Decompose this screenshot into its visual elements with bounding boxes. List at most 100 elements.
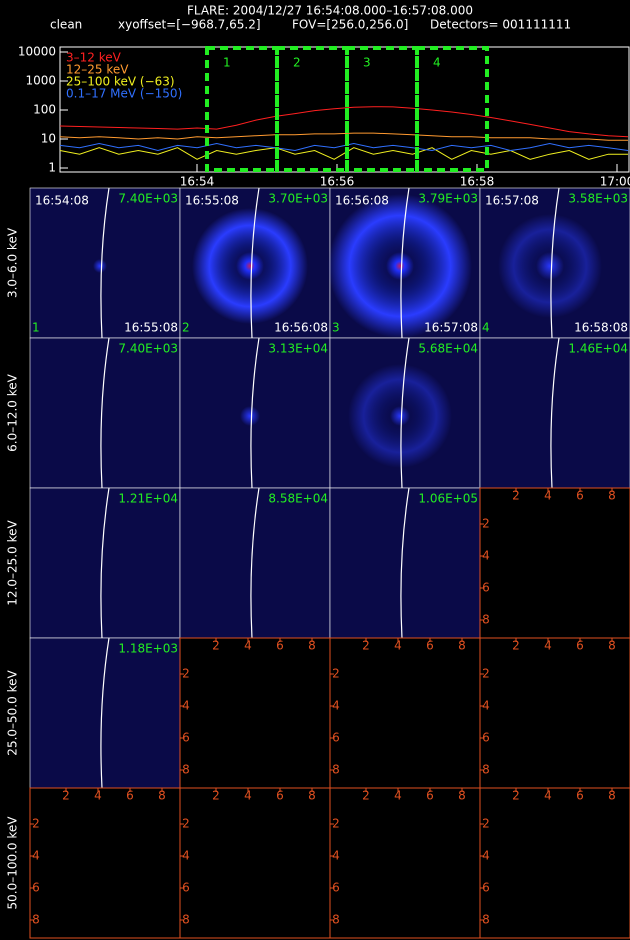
header-title: FLARE: 2004/12/27 16:54:08.000–16:57:08.…	[187, 4, 473, 18]
peak-value: 7.40E+03	[118, 342, 178, 356]
interval-box	[415, 46, 489, 172]
x-tick-label: 16:58	[460, 175, 495, 189]
panel-tick-label: 2	[32, 817, 40, 831]
panel-tick-label: 8	[158, 789, 166, 803]
mode: clean	[50, 18, 82, 32]
panel-tick-label: 6	[426, 789, 434, 803]
panel-tick-label: 6	[482, 881, 490, 895]
x-tick-label: 17:00	[600, 175, 630, 189]
image-panel	[29, 637, 181, 789]
limb	[100, 637, 110, 789]
panel-tick-label: 4	[332, 849, 340, 863]
empty-panel	[179, 787, 331, 939]
panel-tick-label: 4	[482, 549, 490, 563]
source	[236, 252, 264, 280]
start-time: 16:55:08	[185, 194, 239, 208]
panel-tick-label: 2	[482, 517, 490, 531]
panel-tick-label: 4	[394, 639, 402, 653]
panel-index: 4	[482, 321, 490, 335]
interval-label: 4	[433, 56, 441, 70]
panel-tick-label: 6	[182, 731, 190, 745]
panel-tick-label: 8	[608, 789, 616, 803]
panel-tick-label: 8	[608, 489, 616, 503]
y-tick-label: 1000	[25, 74, 56, 88]
panel-tick-label: 4	[544, 639, 552, 653]
peak-value: 1.46E+04	[568, 342, 628, 356]
panel-tick-label: 6	[276, 639, 284, 653]
peak-value: 3.13E+04	[268, 342, 328, 356]
panel-tick-label: 2	[332, 817, 340, 831]
limb	[100, 337, 110, 489]
legend-entry: 3–12 keV	[66, 51, 122, 65]
start-time: 16:57:08	[485, 194, 539, 208]
light-curve	[59, 147, 628, 160]
empty-panel	[179, 637, 331, 789]
panel-tick-label: 4	[94, 789, 102, 803]
empty-panel	[479, 637, 630, 789]
limb	[250, 337, 260, 489]
empty-panel	[29, 787, 181, 939]
limb	[100, 487, 110, 639]
panel-tick-label: 8	[482, 913, 490, 927]
image-panel	[329, 487, 481, 639]
panel-tick-label: 8	[182, 913, 190, 927]
panel-tick-label: 2	[212, 639, 220, 653]
empty-panel	[479, 487, 630, 639]
panel-tick-label: 4	[482, 699, 490, 713]
panel-tick-label: 2	[512, 639, 520, 653]
panel-index: 2	[182, 321, 190, 335]
source	[240, 406, 260, 426]
limb	[400, 487, 410, 639]
source	[390, 406, 410, 426]
y-tick-label: 1	[48, 161, 56, 175]
panel-tick-label: 2	[332, 667, 340, 681]
panel-tick-label: 6	[332, 731, 340, 745]
panel-tick-label: 2	[182, 667, 190, 681]
source	[536, 252, 564, 280]
panel-tick-label: 4	[182, 699, 190, 713]
panel-tick-label: 8	[182, 763, 190, 777]
panel-tick-label: 6	[182, 881, 190, 895]
panel-tick-label: 2	[62, 789, 70, 803]
empty-panel	[329, 787, 481, 939]
end-time: 16:56:08	[274, 321, 328, 335]
panel-tick-label: 8	[332, 763, 340, 777]
panel-tick-label: 2	[482, 817, 490, 831]
row-label: 3.0–6.0 keV	[6, 227, 20, 298]
peak-value: 1.21E+04	[118, 492, 178, 506]
panel-tick-label: 6	[482, 581, 490, 595]
source	[93, 259, 107, 273]
panel-tick-label: 2	[212, 789, 220, 803]
peak-value: 7.40E+03	[118, 192, 178, 206]
limb	[250, 187, 260, 339]
limb	[100, 187, 110, 339]
end-time: 16:58:08	[574, 321, 628, 335]
peak-value: 5.68E+04	[418, 342, 478, 356]
legend-entry: 25–100 keV (−63)	[66, 75, 175, 89]
interval-label: 2	[293, 56, 301, 70]
panel-tick-label: 8	[332, 913, 340, 927]
light-curve	[59, 106, 629, 138]
image-panel	[29, 487, 181, 639]
image-panel	[179, 487, 331, 639]
panel-tick-label: 4	[544, 789, 552, 803]
empty-panel	[479, 787, 630, 939]
panel-tick-label: 8	[308, 789, 316, 803]
panel-tick-label: 2	[362, 789, 370, 803]
y-tick-label: 10000	[18, 45, 56, 59]
end-time: 16:55:08	[124, 321, 178, 335]
peak-value: 8.58E+04	[268, 492, 328, 506]
panel-tick-label: 4	[544, 489, 552, 503]
panel-tick-label: 6	[126, 789, 134, 803]
panel-tick-label: 4	[244, 639, 252, 653]
peak-value: 1.06E+05	[418, 492, 478, 506]
panel-tick-label: 6	[576, 789, 584, 803]
panel-tick-label: 6	[576, 639, 584, 653]
panel-tick-label: 6	[32, 881, 40, 895]
x-tick-label: 16:54	[180, 175, 215, 189]
source	[386, 252, 414, 280]
panel-tick-label: 8	[482, 613, 490, 627]
legend-entry: 0.1–17 MeV (−150)	[66, 87, 182, 101]
